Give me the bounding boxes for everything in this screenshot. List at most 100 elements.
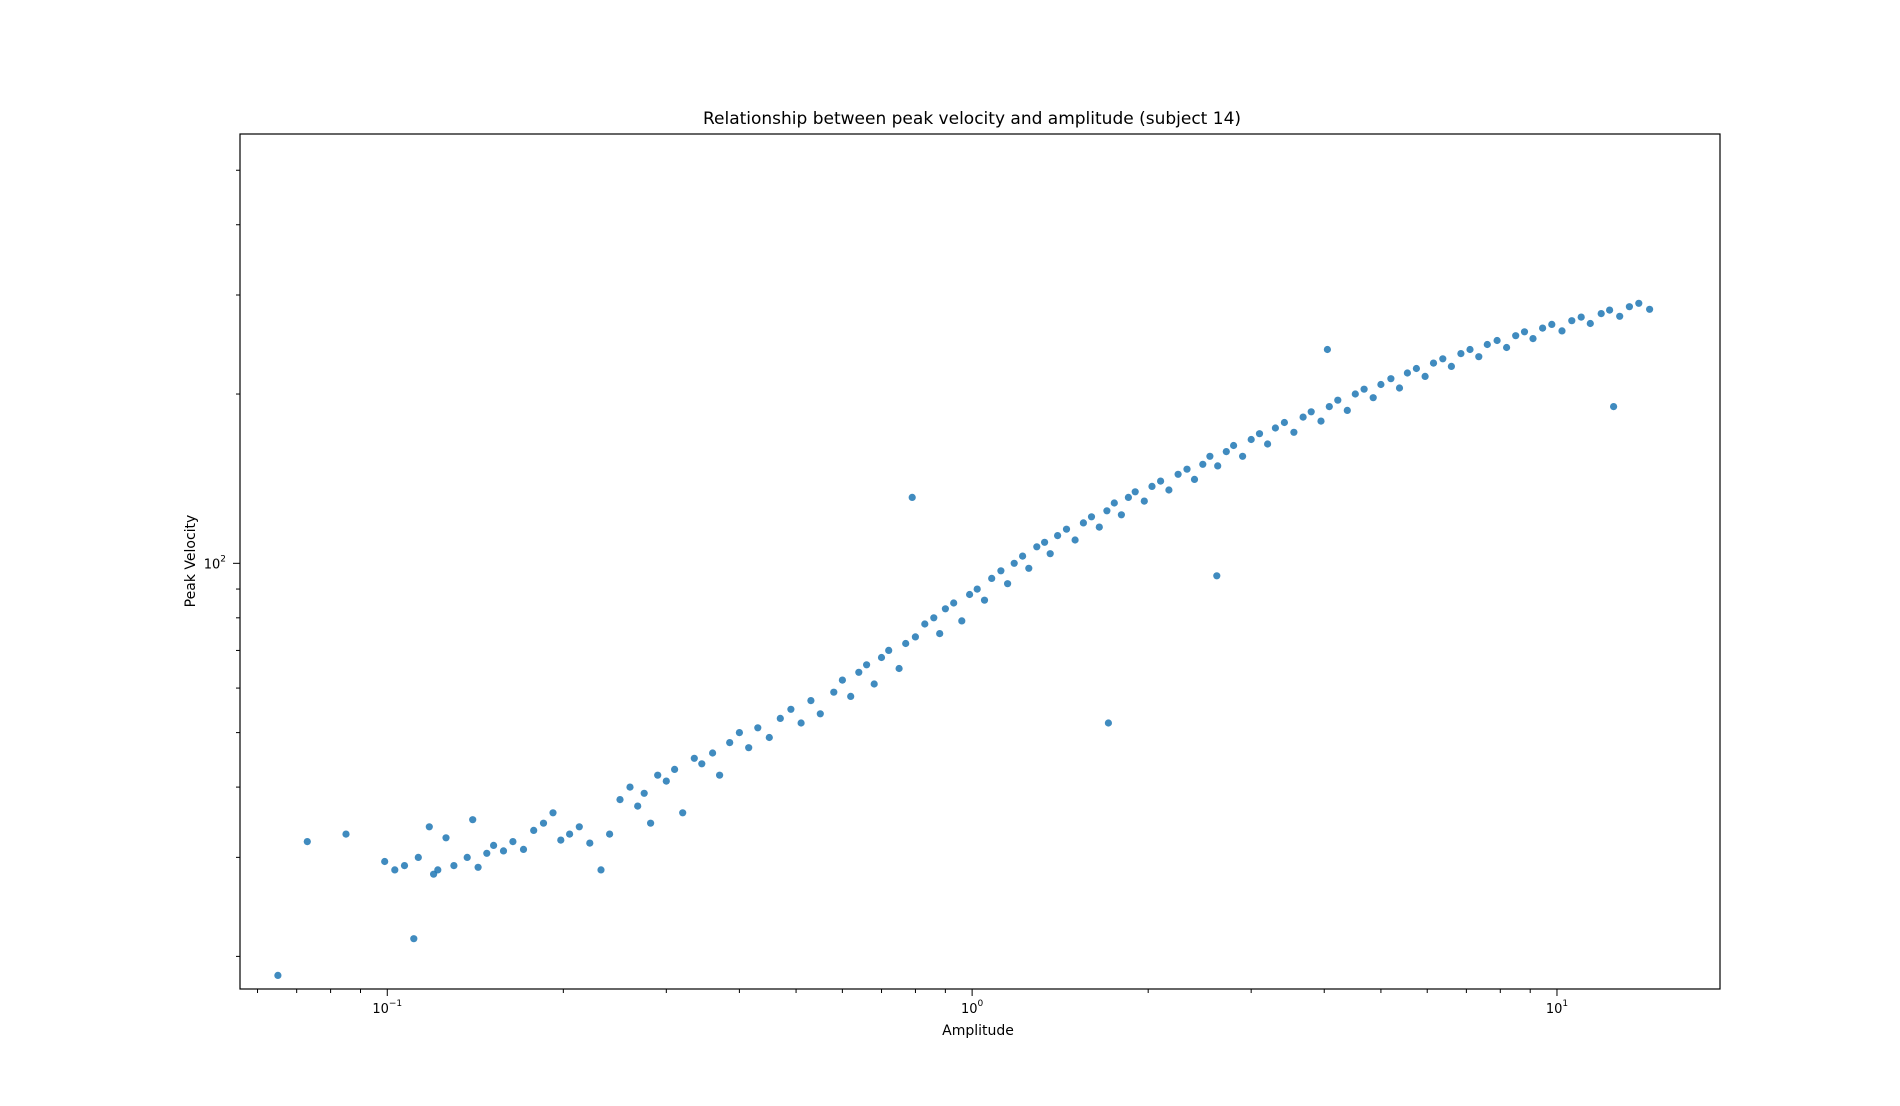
scatter-point: [1307, 408, 1315, 416]
scatter-point: [1255, 430, 1264, 438]
scatter-point: [698, 760, 706, 768]
scatter-point: [997, 567, 1005, 575]
scatter-point: [1403, 369, 1411, 377]
scatter-point: [735, 729, 744, 737]
scatter-point: [936, 630, 944, 638]
scatter-point: [1046, 550, 1054, 558]
scatter-point: [1071, 536, 1079, 544]
scatter-point: [1606, 306, 1614, 314]
scatter-point: [930, 614, 938, 622]
scatter-point: [1271, 424, 1279, 432]
scatter-point: [958, 617, 966, 625]
scatter-point: [1183, 465, 1191, 473]
scatter-point: [1334, 396, 1342, 404]
scatter-point: [1577, 313, 1585, 321]
scatter-point: [1586, 319, 1594, 328]
scatter-point: [1343, 406, 1351, 414]
scatter-point: [1104, 719, 1112, 727]
scatter-point: [1625, 303, 1633, 311]
scatter-point: [414, 853, 422, 862]
scatter-point: [616, 796, 624, 804]
scatter-point: [1503, 343, 1511, 352]
scatter-point: [1616, 312, 1624, 320]
scatter-point: [941, 605, 950, 613]
scatter-point: [877, 653, 886, 662]
scatter-point: [1103, 507, 1111, 515]
scatter-point: [1079, 519, 1087, 527]
scatter-point: [1199, 460, 1207, 468]
scatter-point: [490, 841, 498, 850]
scatter-point: [1019, 552, 1027, 560]
scatter-point: [342, 830, 350, 838]
scatter-point: [1377, 380, 1385, 389]
x-tick-label: 101: [1546, 999, 1568, 1017]
scatter-point: [1054, 532, 1062, 540]
scatter-point: [400, 862, 409, 870]
scatter-point: [1558, 327, 1566, 335]
scatter-point: [1280, 418, 1288, 427]
scatter-point: [1610, 403, 1618, 411]
scatter-point: [640, 789, 648, 797]
scatter-point: [1529, 335, 1537, 343]
scatter-point: [1395, 384, 1404, 392]
scatter-point: [902, 639, 910, 648]
scatter-point: [671, 765, 679, 774]
scatter-point: [895, 664, 903, 673]
scatter-point: [1157, 477, 1165, 485]
scatter-point: [1635, 299, 1643, 307]
scatter-point: [575, 823, 583, 831]
scatter-point: [679, 809, 687, 817]
scatter-point: [1439, 355, 1447, 363]
scatter-point: [410, 935, 418, 943]
scatter-point: [1230, 441, 1238, 450]
scatter-point: [1351, 390, 1359, 398]
scatter-point: [847, 692, 855, 701]
scatter-point: [1110, 499, 1118, 507]
scatter-point: [988, 574, 996, 583]
x-axis-label: Amplitude: [942, 1023, 1014, 1039]
scatter-point: [754, 724, 762, 732]
scatter-point: [1325, 403, 1333, 411]
scatter-point: [1041, 538, 1049, 546]
scatter-point: [530, 826, 538, 835]
chart-title: Relationship between peak velocity and a…: [703, 109, 1241, 129]
scatter-point: [557, 836, 565, 844]
scatter-point: [654, 771, 662, 779]
scatter-point: [1148, 482, 1156, 490]
scatter-point: [787, 705, 795, 713]
scatter-point: [1568, 317, 1576, 325]
scatter-point: [1369, 394, 1377, 402]
scatter-point: [442, 834, 450, 842]
scatter-point: [921, 620, 929, 628]
scatter-point: [1597, 310, 1605, 318]
scatter-point: [1493, 336, 1501, 345]
scatter-point: [1323, 345, 1331, 354]
scatter-point: [1512, 332, 1520, 340]
scatter-point: [566, 830, 574, 838]
x-tick-label: 100: [961, 999, 984, 1017]
scatter-point: [726, 739, 734, 747]
scatter-point: [626, 783, 634, 791]
scatter-point: [816, 710, 824, 718]
scatter-point: [709, 749, 717, 757]
scatter-point: [1213, 572, 1221, 580]
scatter-point: [1457, 350, 1465, 358]
scatter-point: [1010, 559, 1018, 567]
scatter-point: [1131, 488, 1139, 496]
scatter-point: [690, 754, 698, 762]
scatter-point: [509, 838, 517, 846]
scatter-point: [1206, 452, 1214, 460]
scatter-point: [1117, 511, 1125, 519]
scatter-point: [586, 839, 594, 847]
scatter-point: [1247, 435, 1255, 444]
scatter-point: [908, 493, 916, 501]
x-tick-label: 10−1: [372, 999, 402, 1017]
scatter-point: [1483, 340, 1491, 349]
scatter-point: [274, 971, 282, 980]
scatter-point: [1421, 372, 1429, 380]
scatter-point: [606, 830, 614, 838]
x-axis-ticks: 10−1 100 101: [257, 989, 1568, 1017]
scatter-point: [662, 777, 670, 785]
scatter-point: [1429, 359, 1438, 367]
scatter-point: [391, 866, 399, 874]
